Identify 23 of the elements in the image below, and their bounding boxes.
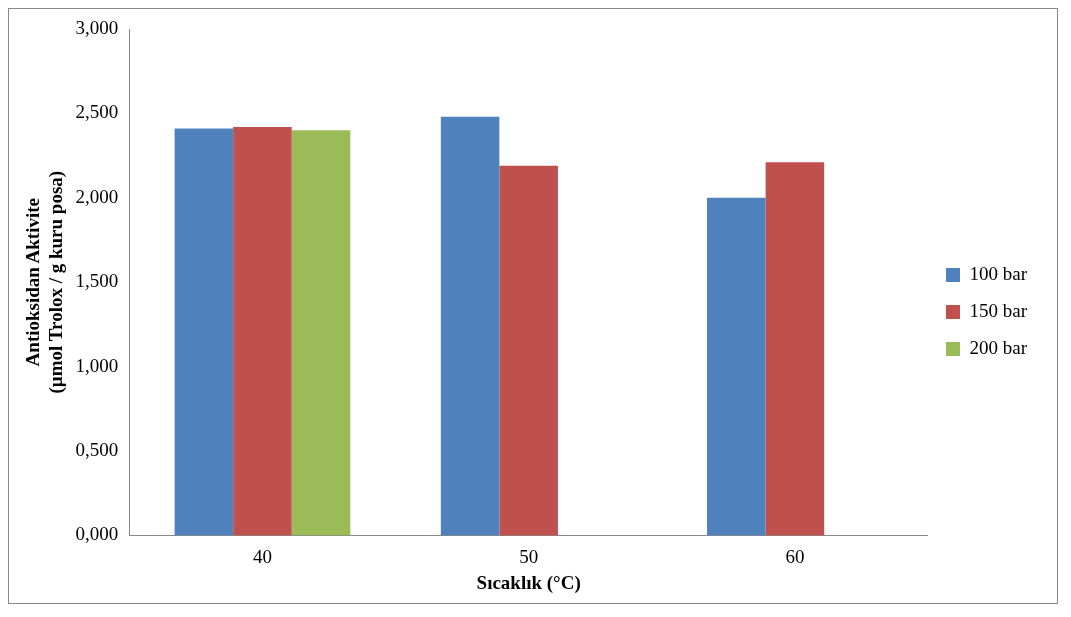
- bar: [707, 197, 766, 536]
- y-tick-label: 1,000: [75, 354, 119, 376]
- x-axis-title: Sıcaklık (°C): [476, 571, 581, 594]
- bar: [499, 165, 558, 536]
- bar: [233, 126, 292, 536]
- bar: [291, 130, 351, 536]
- text: (µmol Trolox / g kuru posa): [45, 170, 67, 394]
- bar: [440, 116, 500, 536]
- legend-label: 200 bar: [969, 336, 1028, 358]
- y-tick-label: 2,500: [75, 101, 119, 123]
- y-tick-label: 1,500: [75, 270, 119, 292]
- y-tick-label: 3,000: [75, 16, 119, 38]
- bar: [765, 162, 825, 536]
- y-tick-label: 2,000: [75, 185, 119, 207]
- x-tick-label: 40: [252, 545, 272, 567]
- text: Antioksidan Aktivite: [22, 198, 44, 367]
- x-tick-label: 60: [785, 545, 805, 567]
- legend-label: 150 bar: [969, 299, 1028, 321]
- x-tick-label: 50: [519, 545, 539, 567]
- legend-label: 100 bar: [969, 262, 1028, 284]
- y-tick-label: 0,500: [75, 438, 119, 460]
- bar: [174, 128, 234, 536]
- y-tick-label: 0,000: [75, 523, 119, 545]
